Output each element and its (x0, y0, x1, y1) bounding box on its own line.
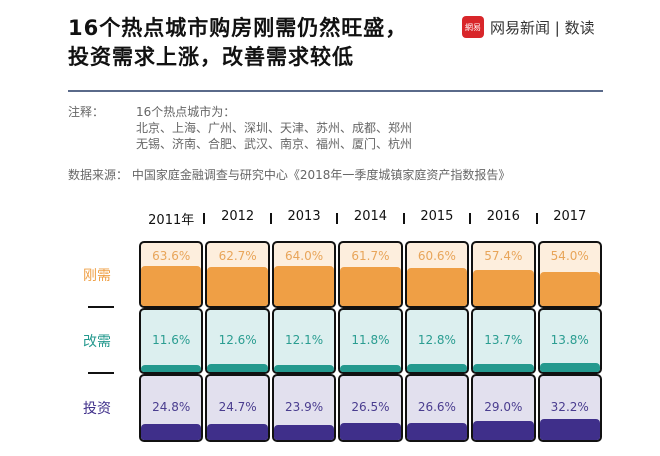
value-fill (141, 364, 202, 372)
cell: 13.7% (471, 308, 536, 374)
divider (68, 90, 603, 92)
row-3: 24.8% 24.7% 23.9% 26.5% 26.6% 29.0% 32.2% (138, 374, 603, 442)
year-label: 2017 (553, 209, 587, 224)
row-label: 刚需 (83, 267, 111, 284)
notes-line: 16个热点城市为： (136, 105, 236, 119)
cell: 11.6% (139, 308, 204, 374)
value-fill (207, 364, 268, 372)
value-label: 64.0% (284, 249, 324, 263)
value-label: 32.2% (550, 400, 589, 414)
value-label: 26.5% (351, 400, 390, 414)
value-fill (473, 363, 534, 372)
notes-line: 北京、上海、广州、深圳、天津、苏州、成都、郑州 (136, 121, 413, 135)
year-header: 2011年 2012 2013 2014 2015 2016 2017 (138, 209, 603, 228)
value-fill (539, 271, 600, 306)
value-fill (141, 265, 202, 306)
cell: 64.0% (271, 241, 337, 308)
value-fill (141, 424, 202, 440)
value-fill (406, 422, 468, 440)
value-fill (207, 424, 268, 440)
cell: 62.7% (205, 241, 270, 308)
row-label: 投资 (83, 401, 111, 417)
year-label: 2016 (470, 209, 538, 228)
cell: 23.9% (271, 374, 337, 442)
cell: 12.6% (205, 308, 270, 374)
value-label: 63.6% (152, 249, 191, 263)
title: 16个热点城市购房刚需仍然旺盛， 投资需求上涨，改善需求较低 (68, 14, 407, 72)
logo-text: 网易新闻 | 数读 (490, 18, 595, 37)
value-label: 23.9% (284, 400, 324, 414)
cell: 24.7% (205, 374, 270, 442)
cell: 57.4% (471, 241, 536, 308)
value-label: 24.8% (152, 400, 191, 414)
year-label: 2014 (337, 209, 406, 228)
cell: 32.2% (537, 374, 602, 442)
value-label: 12.1% (284, 333, 324, 347)
value-fill (273, 265, 335, 306)
value-fill (406, 364, 468, 372)
cell: 61.7% (338, 241, 403, 308)
row-separator (88, 306, 114, 308)
value-label: 24.7% (218, 400, 257, 414)
value-fill (406, 267, 468, 306)
value-fill (340, 364, 401, 372)
value-fill (273, 364, 335, 372)
cell: 26.6% (404, 374, 470, 442)
value-fill (539, 419, 600, 440)
logo: 網易 网易新闻 | 数读 (462, 16, 595, 38)
year-label: 2015 (404, 209, 472, 228)
value-label: 12.6% (218, 333, 257, 347)
cell: 26.5% (338, 374, 403, 442)
value-label: 61.7% (351, 249, 390, 263)
value-fill (207, 266, 268, 306)
year-label: 2013 (271, 209, 339, 228)
cell: 29.0% (471, 374, 536, 442)
value-label: 57.4% (484, 249, 523, 263)
value-label: 11.8% (351, 333, 390, 347)
notes-label: 注释： (68, 105, 105, 119)
row-label: 改需 (83, 334, 111, 350)
value-label: 12.8% (417, 333, 456, 347)
cell: 60.6% (404, 241, 470, 308)
year-label: 2011年 (138, 209, 206, 228)
cell: 13.8% (537, 308, 602, 374)
cell: 12.8% (404, 308, 470, 374)
cell: 24.8% (139, 374, 204, 442)
value-label: 13.8% (550, 333, 589, 347)
value-label: 13.7% (484, 333, 523, 347)
row-1: 63.6% 62.7% 64.0% 61.7% 60.6% 57.4% 54.0% (138, 241, 603, 308)
row-separator (88, 372, 114, 374)
title-line-2: 投资需求上涨，改善需求较低 (68, 45, 354, 69)
value-label: 54.0% (550, 249, 589, 263)
value-label: 26.6% (417, 400, 456, 414)
title-line-1: 16个热点城市购房刚需仍然旺盛， (68, 16, 408, 40)
cell: 12.1% (271, 308, 337, 374)
value-fill (473, 421, 534, 440)
row-2: 11.6% 12.6% 12.1% 11.8% 12.8% 13.7% 13.8% (138, 308, 603, 374)
value-label: 62.7% (218, 249, 257, 263)
value-fill (273, 424, 335, 440)
year-label: 2012 (204, 209, 273, 228)
cell: 11.8% (338, 308, 403, 374)
netease-logo-icon: 網易 (462, 16, 484, 38)
value-fill (340, 267, 401, 306)
cell: 54.0% (537, 241, 602, 308)
source: 数据来源： 中国家庭金融调查与研究中心《2018年一季度城镇家庭资产指数报告》 (68, 168, 511, 182)
value-label: 29.0% (484, 400, 523, 414)
value-fill (340, 423, 401, 440)
value-fill (473, 269, 534, 306)
value-label: 11.6% (152, 333, 191, 347)
cell: 63.6% (139, 241, 204, 308)
notes-line: 无锡、济南、合肥、武汉、南京、福州、厦门、杭州 (136, 137, 413, 151)
value-label: 60.6% (417, 249, 456, 263)
value-fill (539, 363, 600, 372)
